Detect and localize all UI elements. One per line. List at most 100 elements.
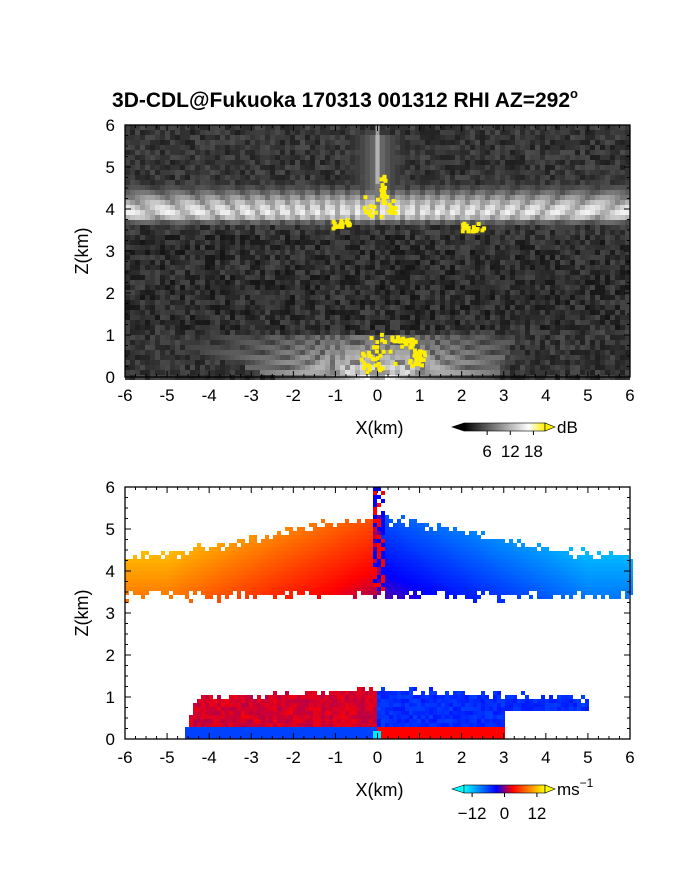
reflectivity-cell <box>445 325 450 330</box>
reflectivity-cell <box>150 320 155 325</box>
reflectivity-cell <box>615 350 620 355</box>
reflectivity-cell <box>125 160 130 165</box>
reflectivity-cell <box>615 220 620 225</box>
reflectivity-cell <box>575 320 580 325</box>
reflectivity-cell <box>385 290 390 295</box>
reflectivity-cell <box>355 325 360 330</box>
reflectivity-cell <box>275 255 280 260</box>
reflectivity-cell <box>475 135 480 140</box>
reflectivity-cell <box>465 320 470 325</box>
reflectivity-cell <box>550 355 555 360</box>
reflectivity-cell <box>305 265 310 270</box>
reflectivity-cell <box>155 325 160 330</box>
reflectivity-cell <box>255 175 260 180</box>
reflectivity-cell <box>620 305 625 310</box>
reflectivity-cell <box>590 235 595 240</box>
reflectivity-cell <box>590 225 595 230</box>
reflectivity-cell <box>380 255 385 260</box>
reflectivity-cell <box>130 370 135 375</box>
reflectivity-cell <box>265 275 270 280</box>
reflectivity-cell <box>180 365 185 370</box>
reflectivity-cell <box>165 190 170 195</box>
reflectivity-cell <box>175 220 180 225</box>
reflectivity-cell <box>300 250 305 255</box>
reflectivity-cell <box>410 185 415 190</box>
reflectivity-cell <box>185 225 190 230</box>
reflectivity-cell <box>130 150 135 155</box>
reflectivity-cell <box>590 170 595 175</box>
reflectivity-cell <box>480 340 485 345</box>
reflectivity-cell <box>285 275 290 280</box>
reflectivity-cell <box>135 140 140 145</box>
reflectivity-cell <box>125 195 130 200</box>
reflectivity-cell <box>515 155 520 160</box>
reflectivity-cell <box>290 205 295 210</box>
reflectivity-cell <box>160 195 165 200</box>
reflectivity-cell <box>495 215 500 220</box>
reflectivity-cell <box>590 250 595 255</box>
reflectivity-cell <box>210 175 215 180</box>
reflectivity-cell <box>255 335 260 340</box>
reflectivity-cell <box>170 245 175 250</box>
reflectivity-cell <box>200 285 205 290</box>
reflectivity-cell <box>240 320 245 325</box>
reflectivity-cell <box>410 215 415 220</box>
reflectivity-cell <box>455 365 460 370</box>
reflectivity-cell <box>610 145 615 150</box>
reflectivity-cell <box>230 195 235 200</box>
reflectivity-cell <box>350 230 355 235</box>
reflectivity-cell <box>425 340 430 345</box>
reflectivity-cell <box>580 265 585 270</box>
reflectivity-cell <box>225 210 230 215</box>
reflectivity-cell <box>420 330 425 335</box>
reflectivity-cell <box>580 170 585 175</box>
reflectivity-cell <box>240 195 245 200</box>
reflectivity-cell <box>580 155 585 160</box>
reflectivity-cell <box>460 290 465 295</box>
reflectivity-cell <box>535 220 540 225</box>
reflectivity-cell <box>530 165 535 170</box>
reflectivity-cell <box>600 130 605 135</box>
reflectivity-cell <box>440 320 445 325</box>
reflectivity-cell <box>280 145 285 150</box>
reflectivity-cell <box>560 205 565 210</box>
reflectivity-cell <box>315 300 320 305</box>
reflectivity-cell <box>300 215 305 220</box>
reflectivity-cell <box>160 265 165 270</box>
reflectivity-cell <box>155 205 160 210</box>
reflectivity-cell <box>190 130 195 135</box>
reflectivity-cell <box>245 330 250 335</box>
reflectivity-cell <box>360 155 365 160</box>
reflectivity-cell <box>160 350 165 355</box>
reflectivity-cell <box>500 265 505 270</box>
reflectivity-cell <box>145 290 150 295</box>
reflectivity-cell <box>140 360 145 365</box>
reflectivity-cell <box>180 370 185 375</box>
reflectivity-cell <box>450 305 455 310</box>
reflectivity-cell <box>545 210 550 215</box>
reflectivity-cell <box>140 265 145 270</box>
reflectivity-cell <box>585 210 590 215</box>
reflectivity-cell <box>345 355 350 360</box>
reflectivity-cell <box>405 130 410 135</box>
reflectivity-cell <box>125 345 130 350</box>
reflectivity-cell <box>435 145 440 150</box>
reflectivity-cell <box>625 230 630 235</box>
reflectivity-cell <box>405 145 410 150</box>
reflectivity-cell <box>255 345 260 350</box>
reflectivity-cell <box>480 160 485 165</box>
reflectivity-cell <box>255 315 260 320</box>
reflectivity-cell <box>465 180 470 185</box>
reflectivity-cell <box>285 175 290 180</box>
reflectivity-cell <box>140 295 145 300</box>
reflectivity-cell <box>620 345 625 350</box>
reflectivity-cell <box>415 215 420 220</box>
reflectivity-cell <box>390 180 395 185</box>
reflectivity-cell <box>420 290 425 295</box>
reflectivity-cell <box>205 290 210 295</box>
reflectivity-cell <box>200 355 205 360</box>
reflectivity-cell <box>575 130 580 135</box>
reflectivity-cell <box>355 265 360 270</box>
reflectivity-cell <box>310 360 315 365</box>
reflectivity-cell <box>390 265 395 270</box>
